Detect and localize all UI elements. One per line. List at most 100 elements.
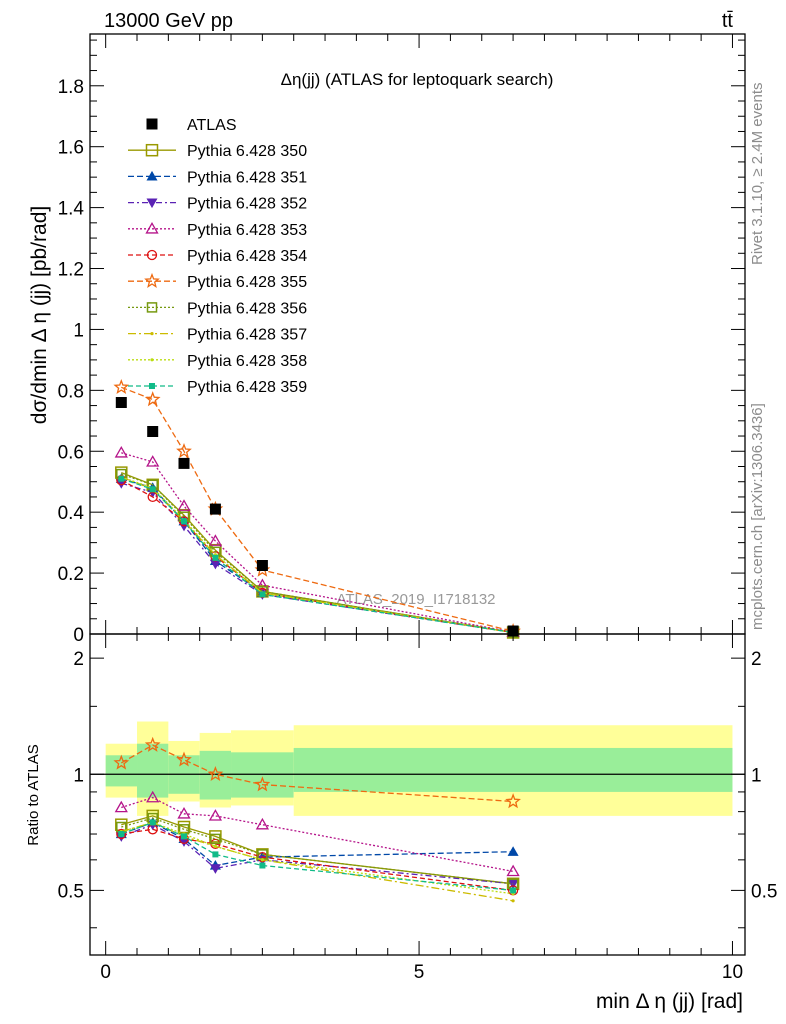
ratio-line-pythia-6-428-353 [121, 796, 514, 873]
rivet-label: Rivet 3.1.10, ≥ 2.4M events [749, 83, 766, 266]
data-point-pythia-6-428-359-3 [212, 554, 219, 561]
legend-label-pythia-6-428-357: Pythia 6.428 357 [187, 327, 307, 344]
series-pythia-6-428-355 [113, 378, 521, 639]
ratio-point-pythia-6-428-355-1 [144, 736, 161, 752]
data-point-pythia-6-428-359-1 [149, 486, 156, 493]
legend-entry-pythia-6-428-358: Pythia 6.428 358 [128, 353, 307, 370]
ratio-point-pythia-6-428-355-3 [207, 765, 224, 782]
x-tick-label-2: 10 [722, 962, 743, 983]
ratio-point-pythia-6-428-353-2 [177, 806, 191, 819]
data-point-pythia-6-428-355-0 [113, 378, 130, 395]
ratio-line-pythia-6-428-352 [121, 823, 514, 885]
ratio-y-tick-label-right-1: 1 [751, 765, 762, 786]
legend-entry-pythia-6-428-352: Pythia 6.428 352 [128, 196, 307, 213]
legend-label-pythia-6-428-355: Pythia 6.428 355 [187, 274, 307, 291]
legend-entry-pythia-6-428-353: Pythia 6.428 353 [128, 222, 307, 239]
legend-label-pythia-6-428-352: Pythia 6.428 352 [187, 196, 307, 213]
data-point-pythia-6-428-353-2 [177, 499, 191, 511]
ratio-point-pythia-6-428-353-4 [255, 817, 270, 830]
data-point-pythia-6-428-352-3 [209, 559, 221, 570]
ratio-inner-band-5 [293, 747, 733, 792]
data-point-pythia-6-428-353-4 [255, 578, 270, 591]
data-point-pythia-6-428-355-1 [144, 391, 161, 407]
ratio-y-tick-label-0: 0.5 [58, 881, 84, 902]
legend-marker-pythia-6-428-358 [150, 358, 154, 362]
ratio-point-pythia-6-428-352-3 [209, 864, 221, 874]
legend-entry-pythia-6-428-355: Pythia 6.428 355 [128, 272, 307, 291]
legend-marker-pythia-6-428-350 [145, 143, 159, 157]
main-y-tick-label-4: 0.8 [58, 381, 84, 402]
data-point-atlas-3 [209, 503, 221, 515]
legend-marker-pythia-6-428-359 [149, 383, 155, 389]
ratio-point-pythia-6-428-356-3 [210, 833, 221, 845]
x-tick-label-1: 5 [414, 962, 425, 983]
ratio-point-pythia-6-428-358-4 [260, 858, 264, 862]
main-y-tick-label-0: 0 [73, 625, 84, 646]
data-point-pythia-6-428-359-0 [118, 475, 125, 482]
legend-label-pythia-6-428-356: Pythia 6.428 356 [187, 300, 307, 317]
mcplots-label: mcplots.cern.ch [arXiv:1306.3436] [749, 403, 766, 630]
series-line-pythia-6-428-350 [121, 471, 514, 634]
ratio-frame [89, 633, 746, 956]
series-pythia-6-428-358 [119, 475, 515, 635]
ratio-point-pythia-6-428-350-3 [209, 830, 222, 843]
ratio-series-layer [113, 736, 521, 903]
main-y-tick-label-8: 1.6 [58, 138, 84, 159]
ratio-point-pythia-6-428-353-5 [506, 864, 520, 877]
ratio-series-pythia-6-428-355 [113, 736, 521, 809]
series-line-pythia-6-428-356 [121, 473, 514, 634]
legend-marker-pythia-6-428-353 [145, 221, 159, 234]
ratio-point-pythia-6-428-353-1 [146, 790, 160, 803]
data-point-pythia-6-428-359-4 [259, 591, 266, 598]
plot-title: Δη(jj) (ATLAS for leptoquark search) [281, 70, 554, 89]
data-point-pythia-6-428-359-2 [181, 518, 187, 525]
ratio-series-pythia-6-428-353 [114, 790, 520, 877]
legend-entry-pythia-6-428-354: Pythia 6.428 354 [128, 248, 307, 265]
data-point-pythia-6-428-355-2 [176, 442, 192, 459]
legend-marker-pythia-6-428-351 [146, 170, 158, 181]
analysis-watermark: ATLAS_2019_I1718132 [336, 591, 495, 608]
legend-marker-atlas [146, 118, 158, 130]
legend-label-pythia-6-428-358: Pythia 6.428 358 [187, 353, 307, 370]
legend: ATLAS Pythia 6.428 350 Pythia 6.428 351 Pyt… [128, 117, 307, 396]
ratio-y-axis-title: Ratio to ATLAS [25, 744, 42, 845]
main-y-axis-title: dσ/dmin Δ η (jj) [pb/rad] [28, 206, 51, 424]
main-y-tick-label-3: 0.6 [58, 442, 84, 463]
data-point-atlas-2 [178, 457, 190, 469]
legend-label-pythia-6-428-359: Pythia 6.428 359 [187, 379, 307, 396]
main-series-layer [113, 378, 521, 639]
legend-label-pythia-6-428-350: Pythia 6.428 350 [187, 143, 307, 160]
series-line-pythia-6-428-354 [120, 479, 514, 634]
ratio-band-layer [90, 721, 745, 816]
axes-layer: 0 0.2 0.4 0.6 0.8 1 1.2 1.4 1.6 1.8 0.5 0.5 1 1 2 2 0 5 10 [58, 33, 777, 983]
data-point-atlas-0 [115, 397, 127, 408]
ratio-inner-band-0 [105, 755, 138, 787]
data-point-pythia-6-428-353-1 [146, 455, 160, 467]
legend-label-atlas: ATLAS [187, 117, 237, 134]
ratio-point-pythia-6-428-358-3 [213, 844, 217, 849]
ratio-point-pythia-6-428-357-5 [511, 899, 515, 903]
ratio-point-pythia-6-428-355-5 [505, 793, 521, 809]
ratio-inner-band-3 [199, 750, 232, 800]
ratio-y-tick-label-right-0: 0.5 [751, 881, 777, 902]
series-line-pythia-6-428-358 [121, 476, 514, 634]
ratio-point-pythia-6-428-355-4 [254, 776, 271, 792]
legend-marker-pythia-6-428-356 [146, 302, 158, 313]
series-line-pythia-6-428-353 [121, 452, 514, 633]
ratio-point-pythia-6-428-359-0 [118, 831, 125, 837]
ratio-line-pythia-6-428-355 [120, 744, 514, 803]
process-label: tt̄ [722, 10, 734, 32]
data-point-pythia-6-428-354-1 [147, 491, 158, 503]
ratio-point-pythia-6-428-353-0 [114, 800, 128, 813]
legend-label-pythia-6-428-351: Pythia 6.428 351 [187, 169, 307, 186]
main-y-tick-label-1: 0.2 [58, 564, 84, 585]
series-pythia-6-428-357 [119, 475, 515, 635]
main-y-tick-label-2: 0.4 [58, 503, 85, 524]
series-pythia-6-428-350 [115, 466, 520, 639]
series-pythia-6-428-354 [116, 475, 519, 638]
series-line-pythia-6-428-352 [121, 482, 514, 634]
main-y-tick-label-5: 1 [73, 320, 84, 341]
ratio-point-pythia-6-428-355-0 [113, 754, 130, 770]
ratio-point-pythia-6-428-352-5 [507, 879, 519, 890]
main-y-tick-label-6: 1.2 [58, 260, 84, 281]
